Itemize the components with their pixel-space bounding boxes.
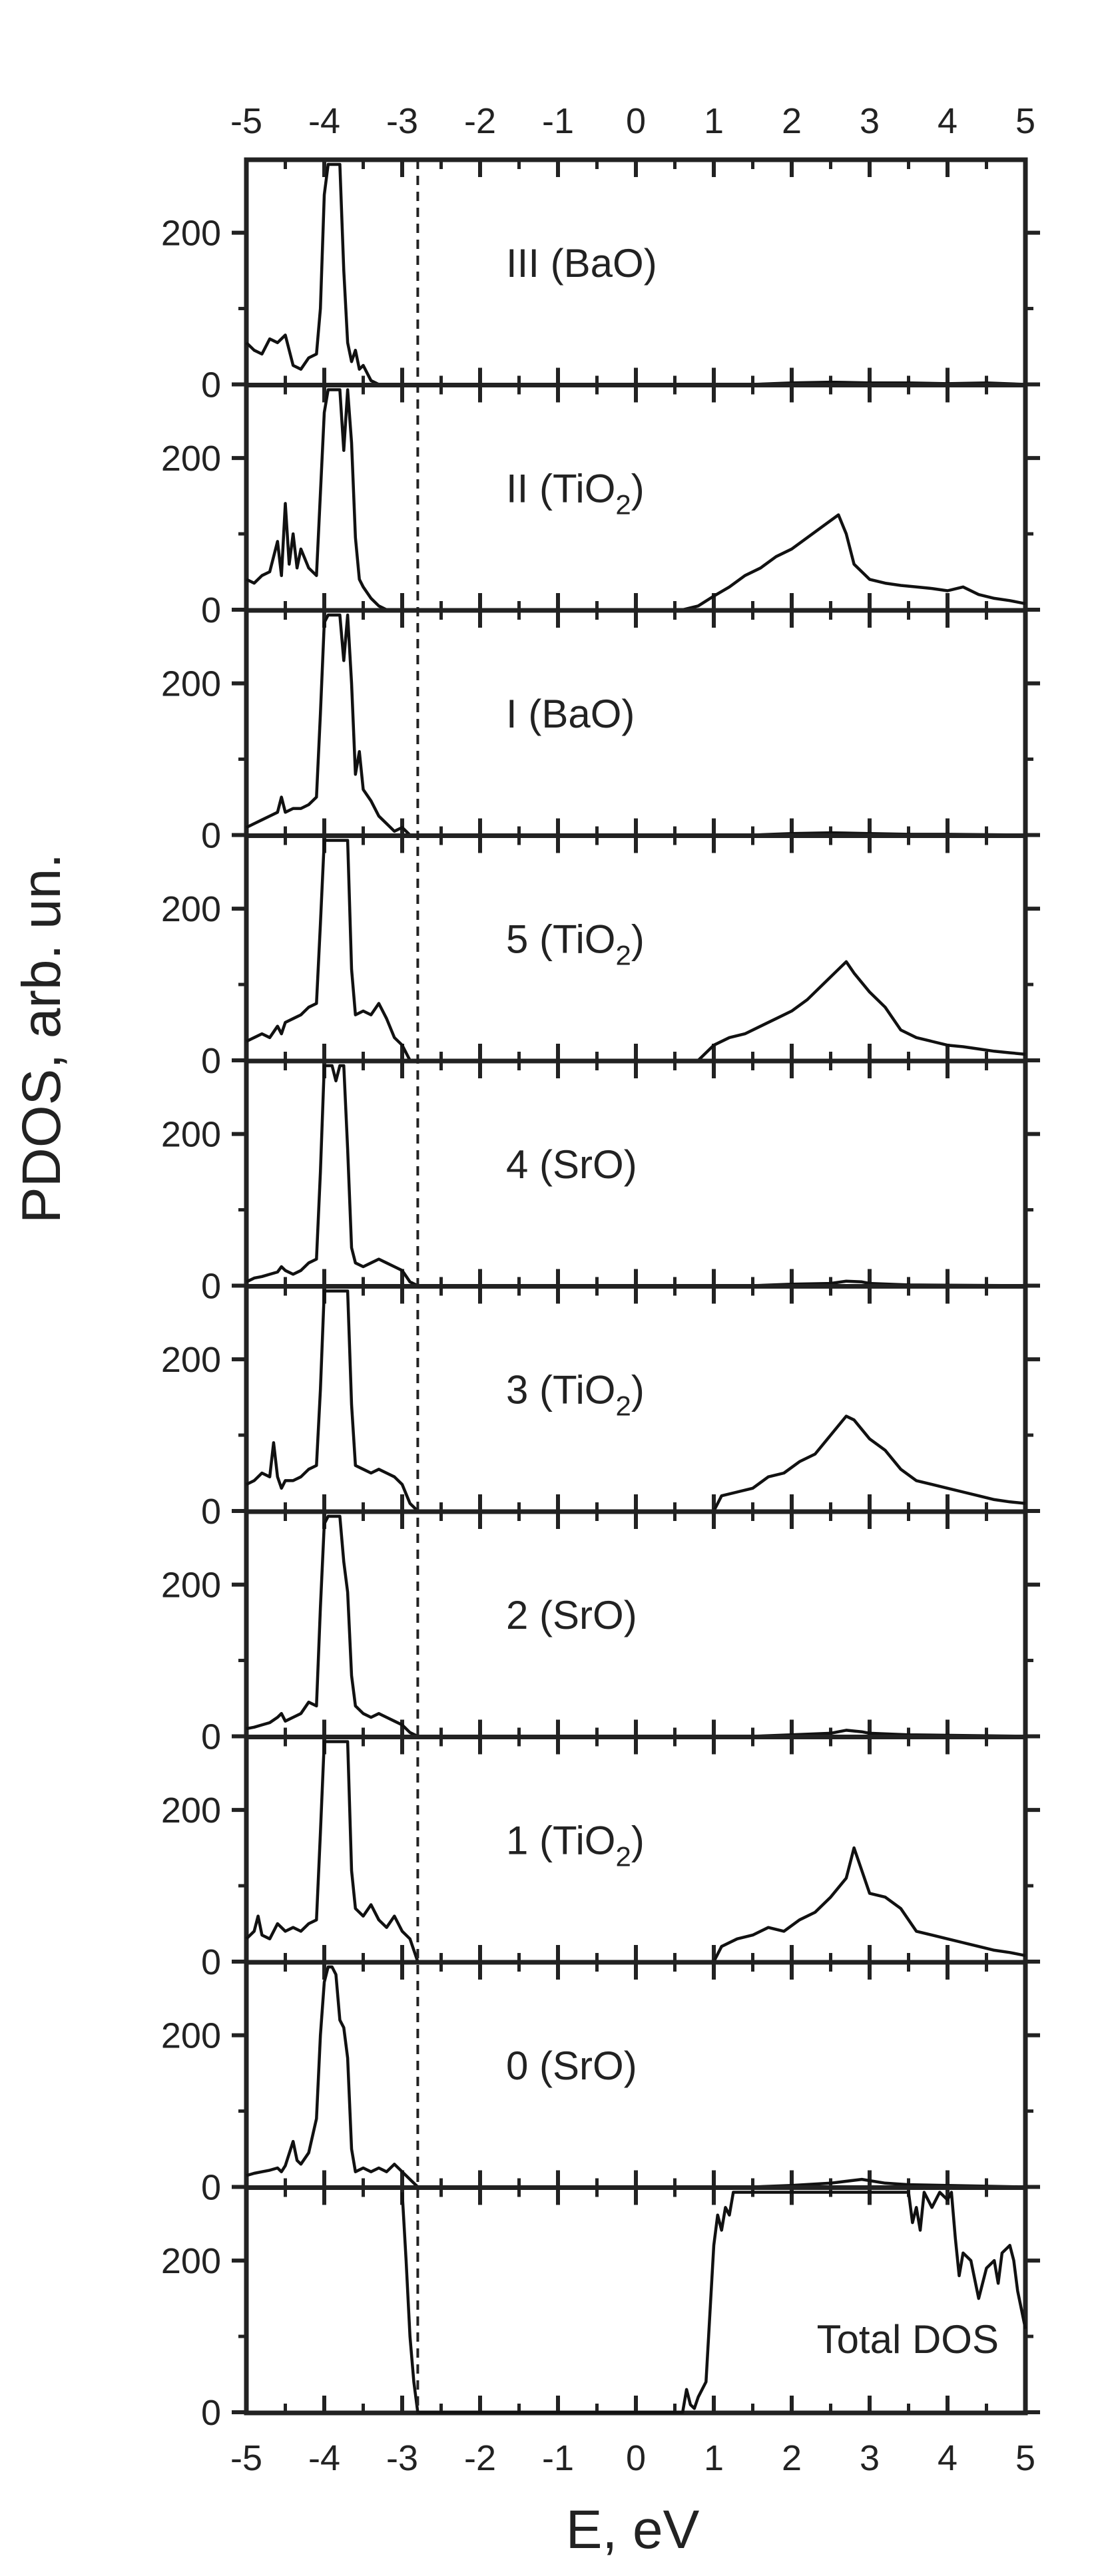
panel-frame [244,2185,1028,2416]
y-axis-title: PDOS, arb. un. [11,853,72,1223]
y-tick-label: 200 [161,214,221,254]
panel-label: I (BaO) [506,692,635,736]
y-tick-label: 200 [161,1115,221,1155]
top-x-tick-labels: -5 -4 -3 -2 -1 0 1 2 3 4 5 [230,101,1035,141]
pdos-series-line [400,2191,1027,2414]
y-tick-label: 0 [201,1717,221,1757]
panel-label-main: Total DOS [817,2317,999,2362]
y-tick-label: 0 [201,1942,221,1982]
panel-frame [244,608,1028,838]
pdos-series-line [246,1289,1026,1513]
y-tick-label: 0 [201,816,221,856]
y-tick-label: 200 [161,2016,221,2056]
pdos-series-line [246,388,1026,612]
panel-6: 0 200 2 (SrO) [161,1509,1040,1757]
panel-label: 0 (SrO) [506,2043,637,2088]
top-x-tick-label: 4 [938,101,957,141]
y-tick-label: 0 [201,365,221,405]
top-x-tick-label: 3 [860,101,880,141]
panel-label-subscript: 2 [615,1391,631,1422]
bottom-x-tick-label: 1 [704,2438,724,2478]
top-x-tick-label: -3 [386,101,418,141]
y-tick-label: 0 [201,1267,221,1307]
top-x-tick-label: 0 [626,101,646,141]
bottom-x-tick-label: -3 [386,2438,418,2478]
y-tick-label: 200 [161,889,221,929]
panel-label: 5 (TiO2) [506,917,645,971]
panel-8: 0 200 0 (SrO) [161,1960,1040,2208]
panel-label-main: 2 (SrO) [506,1593,637,1637]
panel-label-main: I (BaO) [506,692,635,736]
top-x-tick-label: -1 [542,101,574,141]
pdos-series-line [246,839,1026,1062]
panel-1: 0 200 II (TiO2) [161,383,1040,630]
panel-0: 0 200 III (BaO) [161,157,1040,405]
bottom-x-tick-label: 4 [938,2438,957,2478]
y-tick-label: 0 [201,2168,221,2208]
pdos-series-line [246,613,1026,837]
bottom-x-tick-label: 5 [1015,2438,1035,2478]
top-x-tick-label: 1 [704,101,724,141]
panel-label-main: 1 (TiO [506,1819,615,1863]
panel-label-main: 3 (TiO [506,1368,615,1412]
panel-label-subscript: 2 [615,1841,631,1872]
bottom-x-tick-label: -5 [230,2438,262,2478]
bottom-x-tick-label: 2 [782,2438,802,2478]
bottom-x-tick-label: 3 [860,2438,880,2478]
bottom-x-tick-label: -4 [308,2438,340,2478]
panel-label: III (BaO) [506,241,657,286]
top-x-tick-label: 5 [1015,101,1035,141]
panel-label: 1 (TiO2) [506,1819,645,1872]
top-x-tick-label: -2 [464,101,496,141]
panel-label-main: 4 (SrO) [506,1142,637,1187]
panel-label: Total DOS [817,2317,999,2362]
panel-label: 4 (SrO) [506,1142,637,1187]
panel-label: II (TiO2) [506,467,645,521]
panel-3: 0 200 5 (TiO2) [161,833,1040,1081]
panel-label-subscript: 2 [615,940,631,971]
panel-label-main: 5 (TiO [506,917,615,962]
y-tick-label: 200 [161,1566,221,1606]
y-tick-label: 0 [201,1041,221,1081]
pdos-series-line [245,1740,1026,1964]
bottom-x-tick-label: -1 [542,2438,574,2478]
panel-label-close: ) [631,1819,645,1863]
panel-4: 0 200 4 (SrO) [161,1058,1040,1307]
y-tick-label: 200 [161,664,221,704]
panel-2: 0 200 I (BaO) [161,608,1040,856]
panel-label-main: II (TiO [506,467,615,511]
panel-9: 0 200 Total DOS [161,2185,1040,2433]
pdos-series-line [245,162,1026,386]
bottom-x-tick-label: 0 [626,2438,646,2478]
top-x-tick-label: -4 [308,101,340,141]
y-tick-label: 0 [201,2393,221,2433]
panel-label-close: ) [631,467,645,511]
y-tick-label: 200 [161,439,221,479]
x-axis-title: E, eV [566,2499,700,2560]
bottom-x-tick-labels: -5 -4 -3 -2 -1 0 1 2 3 4 5 [230,2438,1035,2478]
y-tick-label: 0 [201,590,221,630]
panel-label-subscript: 2 [615,489,631,521]
top-x-tick-label: -5 [230,101,262,141]
y-tick-label: 200 [161,1791,221,1830]
panel-label-main: 0 (SrO) [506,2043,637,2088]
panel-7: 0 200 1 (TiO2) [161,1735,1040,1982]
panel-label-main: III (BaO) [506,241,657,286]
y-tick-label: 200 [161,2241,221,2281]
panel-5: 0 200 3 (TiO2) [161,1284,1040,1532]
panel-label: 2 (SrO) [506,1593,637,1637]
panel-label: 3 (TiO2) [506,1368,645,1422]
y-tick-label: 200 [161,1340,221,1380]
y-tick-label: 0 [201,1492,221,1532]
panel-label-close: ) [631,1368,645,1412]
panel-label-close: ) [631,917,645,962]
top-x-tick-label: 2 [782,101,802,141]
bottom-x-tick-label: -2 [464,2438,496,2478]
